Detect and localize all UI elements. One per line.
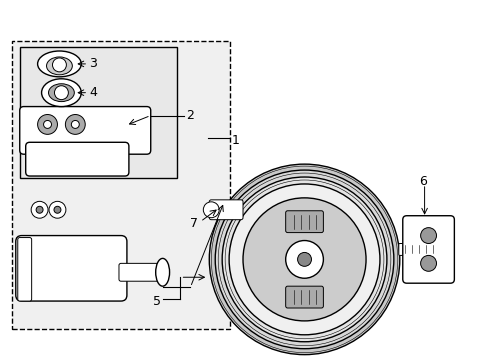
Circle shape bbox=[420, 228, 436, 243]
Circle shape bbox=[71, 121, 79, 129]
Circle shape bbox=[31, 201, 48, 218]
Circle shape bbox=[222, 177, 386, 342]
FancyBboxPatch shape bbox=[398, 243, 444, 255]
FancyBboxPatch shape bbox=[12, 41, 230, 329]
Circle shape bbox=[52, 58, 66, 72]
FancyBboxPatch shape bbox=[20, 47, 176, 178]
Ellipse shape bbox=[48, 84, 74, 102]
FancyBboxPatch shape bbox=[18, 238, 32, 301]
FancyBboxPatch shape bbox=[26, 142, 129, 176]
Circle shape bbox=[215, 170, 393, 349]
FancyBboxPatch shape bbox=[402, 216, 453, 283]
Circle shape bbox=[54, 206, 61, 213]
Text: 2: 2 bbox=[186, 109, 194, 122]
Circle shape bbox=[243, 198, 366, 321]
FancyBboxPatch shape bbox=[16, 235, 127, 301]
Text: 6: 6 bbox=[418, 175, 426, 189]
Ellipse shape bbox=[155, 258, 169, 286]
Circle shape bbox=[229, 184, 379, 335]
Circle shape bbox=[38, 114, 57, 134]
Circle shape bbox=[43, 121, 51, 129]
FancyBboxPatch shape bbox=[285, 286, 323, 308]
Circle shape bbox=[203, 202, 219, 218]
Circle shape bbox=[54, 86, 68, 100]
Text: 1: 1 bbox=[232, 134, 240, 147]
Circle shape bbox=[297, 252, 311, 266]
Circle shape bbox=[36, 206, 43, 213]
Circle shape bbox=[49, 201, 66, 218]
Circle shape bbox=[209, 164, 399, 355]
Circle shape bbox=[420, 255, 436, 271]
Ellipse shape bbox=[38, 51, 81, 77]
Ellipse shape bbox=[46, 57, 72, 75]
Text: 5: 5 bbox=[152, 294, 161, 307]
Text: 4: 4 bbox=[89, 86, 97, 99]
Text: 3: 3 bbox=[89, 57, 97, 71]
Circle shape bbox=[65, 114, 85, 134]
Ellipse shape bbox=[41, 79, 81, 107]
Text: 7: 7 bbox=[190, 217, 198, 230]
FancyBboxPatch shape bbox=[285, 211, 323, 233]
FancyBboxPatch shape bbox=[119, 264, 158, 281]
Circle shape bbox=[285, 240, 323, 278]
FancyBboxPatch shape bbox=[209, 200, 243, 220]
FancyBboxPatch shape bbox=[20, 107, 150, 154]
